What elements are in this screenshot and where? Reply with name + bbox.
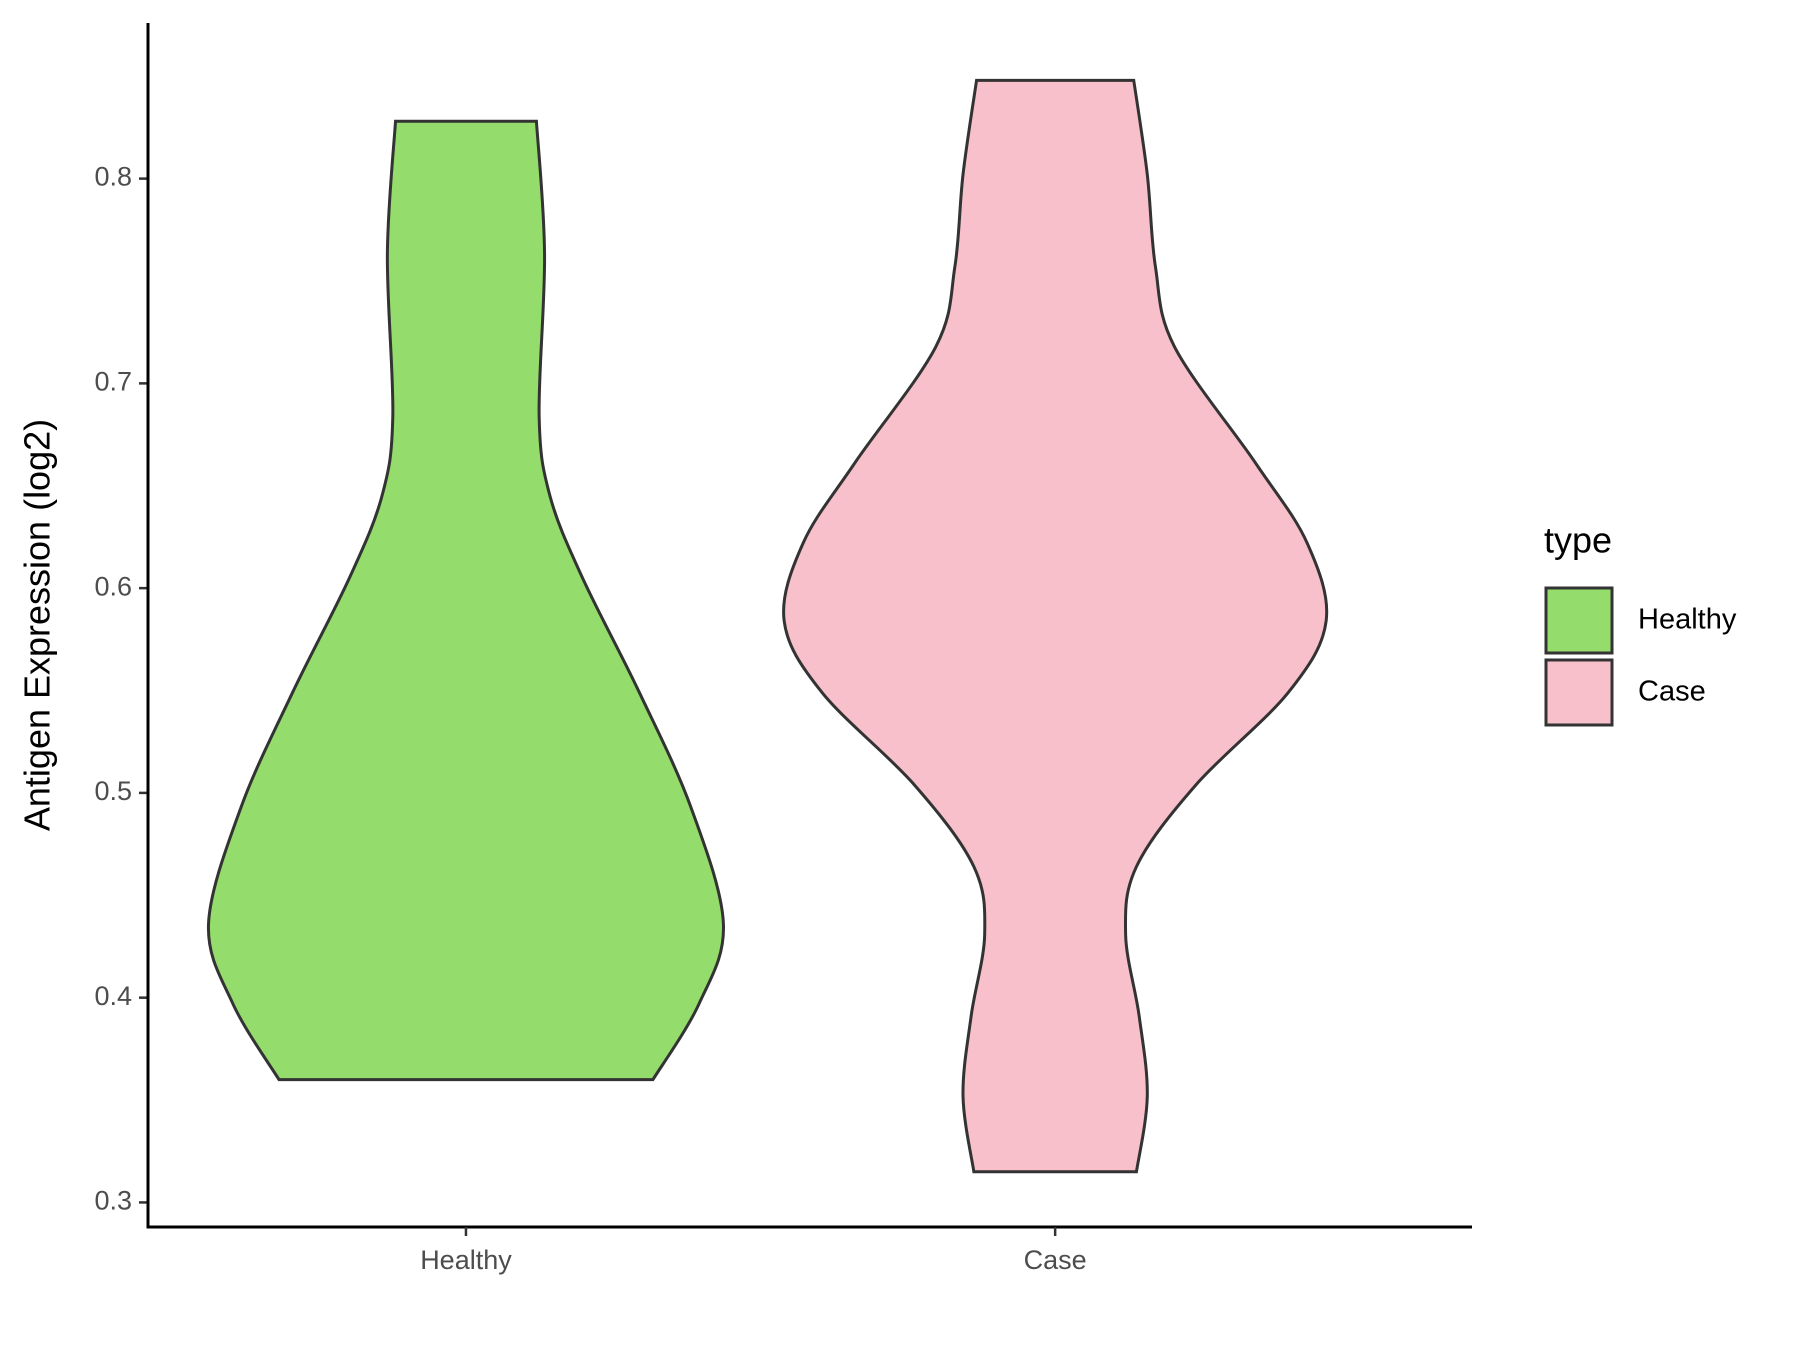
y-tick-label: 0.6 xyxy=(94,571,132,601)
x-tick-label: Healthy xyxy=(420,1245,512,1275)
y-tick-label: 0.4 xyxy=(94,981,132,1011)
y-tick-label: 0.3 xyxy=(94,1186,132,1216)
legend-key xyxy=(1544,658,1614,727)
violin xyxy=(782,78,1329,1174)
legend-label: Healthy xyxy=(1638,604,1737,636)
legend-title: type xyxy=(1544,520,1612,561)
legend-label: Case xyxy=(1638,676,1706,708)
x-tick-label: Case xyxy=(1024,1245,1087,1275)
violin xyxy=(207,119,725,1082)
y-axis-label: Antigen Expression (log2) xyxy=(17,419,58,831)
y-tick-label: 0.7 xyxy=(94,367,132,397)
y-tick-label: 0.5 xyxy=(94,776,132,806)
legend-key xyxy=(1544,586,1614,655)
y-tick-label: 0.8 xyxy=(94,162,132,192)
